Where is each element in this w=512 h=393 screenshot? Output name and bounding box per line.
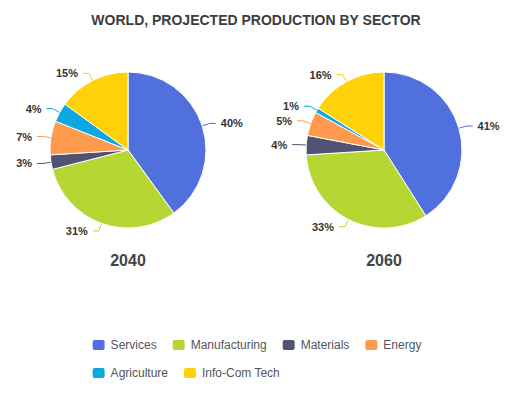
- svg-text:41%: 41%: [478, 120, 500, 132]
- svg-text:4%: 4%: [26, 103, 42, 115]
- svg-text:2060: 2060: [366, 252, 402, 269]
- svg-text:16%: 16%: [310, 69, 332, 81]
- svg-text:7%: 7%: [16, 131, 32, 143]
- svg-text:5%: 5%: [276, 115, 292, 127]
- svg-text:Agriculture: Agriculture: [111, 366, 169, 380]
- svg-text:15%: 15%: [56, 67, 78, 79]
- svg-text:Materials: Materials: [301, 338, 350, 352]
- svg-text:Manufacturing: Manufacturing: [191, 338, 267, 352]
- svg-text:Services: Services: [111, 338, 157, 352]
- svg-text:31%: 31%: [66, 225, 88, 237]
- svg-text:4%: 4%: [271, 139, 287, 151]
- svg-text:Info-Com Tech: Info-Com Tech: [202, 366, 280, 380]
- svg-text:Energy: Energy: [383, 338, 421, 352]
- svg-text:2040: 2040: [110, 252, 146, 269]
- svg-text:3%: 3%: [16, 157, 32, 169]
- svg-text:1%: 1%: [283, 100, 299, 112]
- svg-text:40%: 40%: [221, 117, 243, 129]
- svg-text:33%: 33%: [312, 221, 334, 233]
- svg-text:WORLD, PROJECTED PRODUCTION BY: WORLD, PROJECTED PRODUCTION BY SECTOR: [91, 12, 420, 28]
